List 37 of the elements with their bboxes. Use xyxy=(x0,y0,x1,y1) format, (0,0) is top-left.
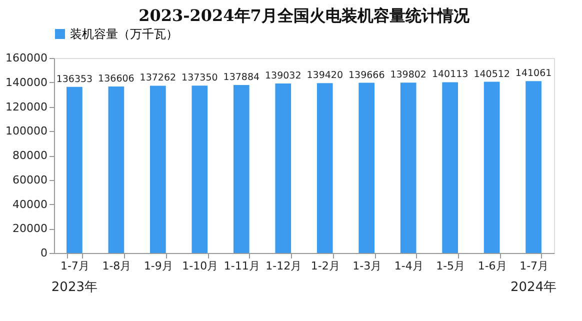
x-tick-label: 1-3月 xyxy=(352,260,382,272)
legend-label: 装机容量（万千瓦） xyxy=(70,27,178,41)
x-tick-label: 1-2月 xyxy=(310,260,340,272)
x-tick-label: 1-10月 xyxy=(182,260,218,272)
y-tick-label: 40000 xyxy=(12,198,48,211)
data-label: 137350 xyxy=(182,72,218,84)
y-tick-label: 100000 xyxy=(6,124,48,138)
data-label: 141061 xyxy=(515,68,552,80)
y-tick-label: 20000 xyxy=(12,222,48,236)
data-label: 136606 xyxy=(98,74,134,85)
text: 2023年 xyxy=(51,280,98,295)
x-tick-label: 1-4月 xyxy=(394,260,424,272)
data-label: 137884 xyxy=(223,72,260,83)
x-tick-label: 1-7月 xyxy=(520,260,549,272)
text: 2024年 xyxy=(510,280,557,295)
y-tick-label: 80000 xyxy=(12,149,48,162)
data-label: 139802 xyxy=(390,70,426,81)
data-label: 137262 xyxy=(140,72,176,84)
y-tick-label: 60000 xyxy=(12,173,48,186)
data-label: 139420 xyxy=(306,70,343,82)
data-label: 140512 xyxy=(474,68,510,80)
y-tick-label: 160000 xyxy=(6,52,48,64)
chart-title: 2023-2024年7月全国火电装机容量统计情况 xyxy=(138,6,470,25)
x-tick-label: 1-6月 xyxy=(478,260,507,272)
data-label: 139666 xyxy=(348,70,385,81)
data-label: 139032 xyxy=(265,70,302,82)
y-tick-label: 140000 xyxy=(6,76,48,89)
x-tick-label: 1-5月 xyxy=(436,260,466,272)
data-label: 140113 xyxy=(432,69,468,80)
y-tick-label: 0 xyxy=(40,246,48,260)
x-tick-label: 1-12月 xyxy=(266,260,302,272)
x-tick-label: 1-7月 xyxy=(60,260,90,272)
x-tick-label: 1-9月 xyxy=(144,260,173,272)
y-tick-label: 120000 xyxy=(6,100,48,114)
data-label: 136353 xyxy=(56,74,93,85)
x-tick-label: 1-11月 xyxy=(224,260,260,272)
x-tick-label: 1-8月 xyxy=(102,260,132,272)
